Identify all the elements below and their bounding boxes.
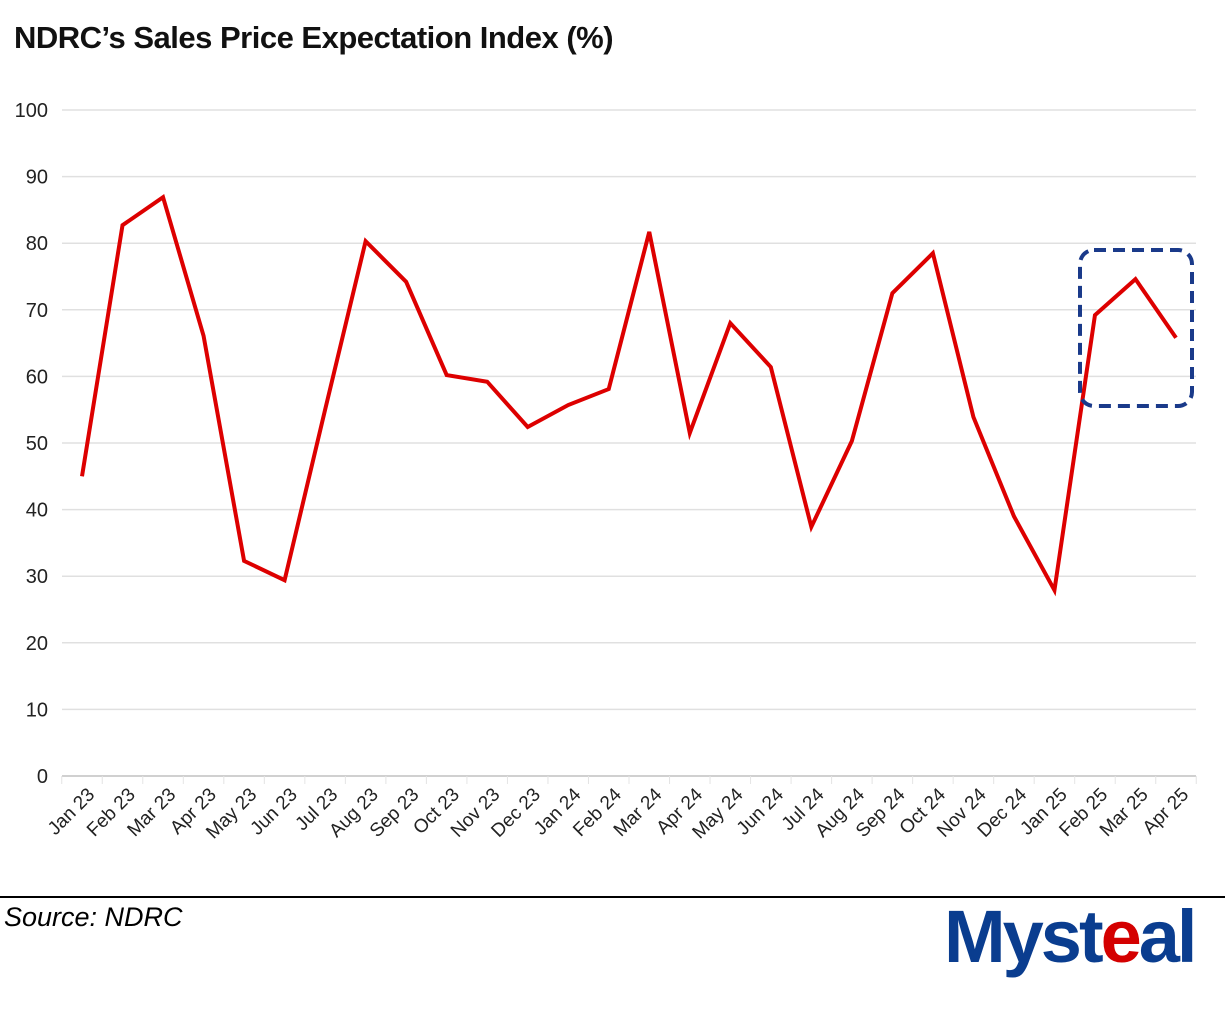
source-note: Source: NDRC	[4, 902, 183, 932]
logo-text-end: al	[1138, 895, 1198, 978]
x-tick-label: Apr 25	[1139, 784, 1193, 838]
y-tick-label: 90	[26, 167, 48, 189]
y-tick-label: 60	[26, 366, 48, 388]
y-tick-label: 80	[26, 233, 48, 255]
y-tick-label: 10	[26, 699, 48, 721]
y-tick-label: 0	[37, 766, 48, 788]
y-tick-label: 70	[26, 300, 48, 322]
y-tick-label: 100	[15, 100, 48, 122]
series-line	[80, 194, 1178, 597]
x-tick-label: Jun 24	[733, 784, 788, 839]
highlight-box	[1078, 248, 1194, 408]
x-tick-label: Jun 23	[247, 784, 302, 839]
mysteel-logo: Mysteal	[944, 900, 1197, 974]
y-tick-label: 30	[26, 566, 48, 588]
y-tick-label: 40	[26, 500, 48, 522]
logo-accent: e	[1100, 895, 1142, 978]
logo-text: Myst	[944, 895, 1104, 978]
y-tick-label: 20	[26, 633, 48, 655]
divider	[0, 896, 1225, 898]
y-tick-label: 50	[26, 433, 48, 455]
chart-title: NDRC’s Sales Price Expectation Index (%)	[14, 20, 614, 55]
